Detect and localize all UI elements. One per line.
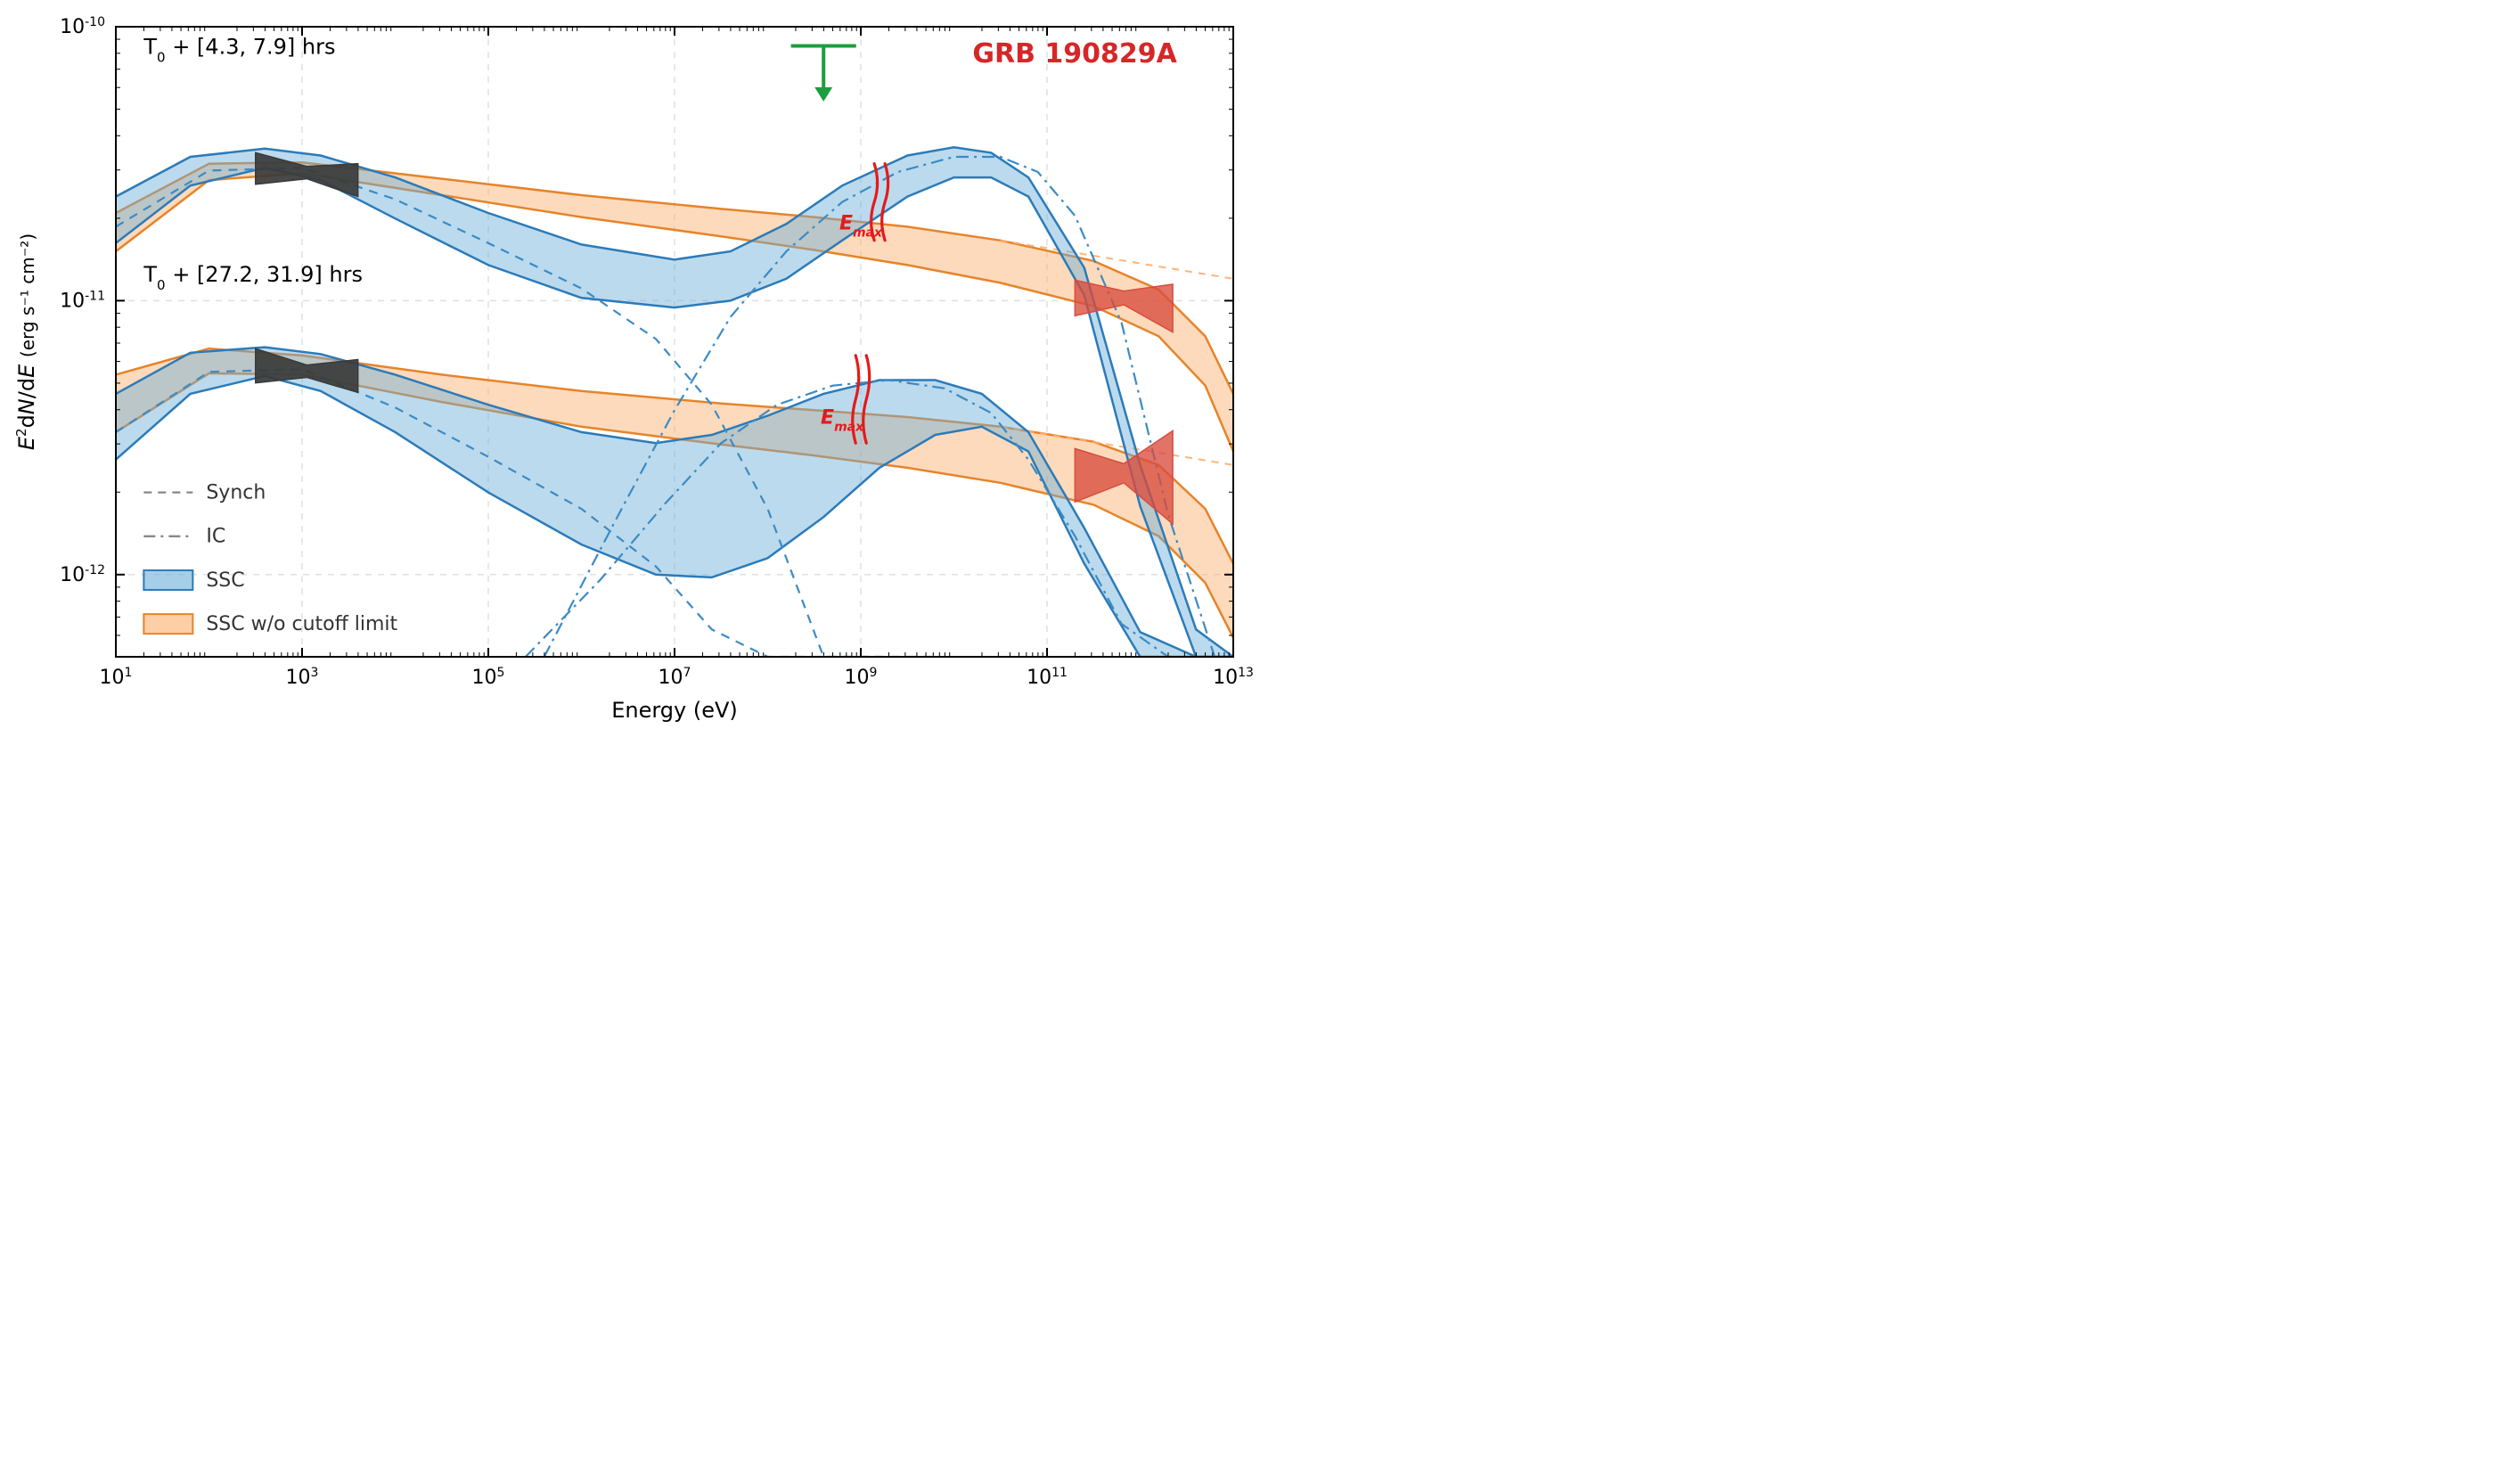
y-axis-label: E2dN/dE (erg s⁻¹ cm⁻²) (13, 233, 39, 450)
svg-text:103: 103 (286, 666, 319, 689)
svg-text:109: 109 (845, 666, 878, 689)
x-axis-label: Energy (eV) (611, 698, 738, 723)
svg-text:10-12: 10-12 (60, 563, 105, 586)
svg-text:107: 107 (659, 666, 691, 689)
svg-text:1013: 1013 (1213, 666, 1254, 689)
svg-text:10-11: 10-11 (60, 289, 105, 312)
legend-item: Synch (206, 482, 266, 504)
legend-item: SSC w/o cutoff limit (206, 613, 397, 635)
svg-text:10-10: 10-10 (60, 15, 105, 38)
svg-text:1011: 1011 (1027, 666, 1068, 689)
legend-item: IC (206, 526, 225, 548)
svg-text:101: 101 (100, 666, 133, 689)
plot-title: GRB 190829A (972, 38, 1177, 70)
sed-plot: 101 103 105 107 109 1011 1013 10-12 10-11 10-10 En… (0, 0, 1260, 737)
legend-item: SSC (206, 569, 244, 592)
svg-text:105: 105 (472, 666, 505, 689)
